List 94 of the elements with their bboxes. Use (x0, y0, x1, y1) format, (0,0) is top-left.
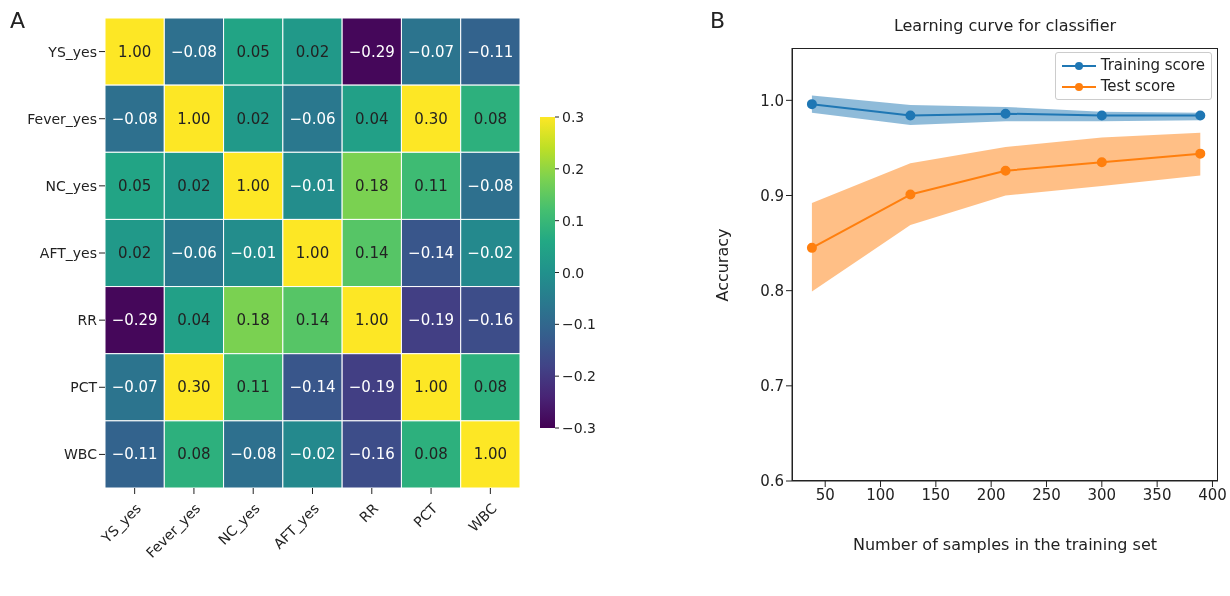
y-tick-label: 1.0 (760, 91, 784, 110)
data-label: −0.01 (230, 244, 277, 262)
color-bar-label: −0.2 (562, 368, 596, 385)
data-label: 0.18 (236, 311, 270, 330)
color-bar-label: 0.0 (562, 264, 585, 281)
data-label: 0.14 (355, 244, 389, 262)
x-tick-label: RR (356, 499, 382, 526)
x-tick-label: 50 (815, 485, 835, 504)
data-label: −0.16 (348, 445, 395, 464)
data-label: 0.02 (295, 42, 330, 61)
data-label: −0.16 (467, 311, 514, 330)
data-label: −0.11 (111, 445, 158, 464)
color-bar-label: 0.1 (562, 212, 585, 229)
y-tick-label: NC_yes (45, 177, 97, 194)
y-tick-label: YS_yes (47, 43, 97, 60)
point (905, 110, 916, 121)
data-label: 0.04 (177, 311, 211, 330)
legend-label: Test score (1100, 76, 1176, 97)
y-tick-label: 0.6 (760, 472, 784, 491)
point (1195, 148, 1206, 159)
y-tick-label: WBC (64, 446, 98, 463)
data-label: −0.29 (111, 311, 158, 330)
data-label: 0.14 (295, 311, 330, 330)
data-label: −0.19 (408, 311, 455, 330)
data-label: −0.14 (289, 378, 336, 397)
data-label: 0.02 (236, 109, 270, 128)
text: B (710, 8, 726, 33)
x-tick-label: 300 (1087, 485, 1117, 504)
data-label: 0.18 (355, 176, 389, 195)
legend-label: Training score (1100, 55, 1205, 76)
point (905, 189, 916, 200)
data-label: 0.02 (177, 176, 211, 195)
data-label: 0.30 (414, 109, 448, 128)
x-tick-label: 250 (1032, 485, 1061, 504)
data-label: −0.06 (289, 109, 336, 128)
y-tick-label: PCT (70, 379, 98, 396)
data-label: −0.06 (170, 244, 217, 262)
point (806, 99, 817, 110)
color-bar-label: 0.3 (562, 109, 585, 125)
y-tick-label: AFT_yes (39, 244, 97, 261)
y-tick-label: 0.8 (760, 282, 784, 300)
data-label: 0.05 (236, 42, 270, 61)
data-label: 0.08 (414, 445, 448, 464)
x-tick-label: 150 (921, 485, 951, 504)
data-label: 0.11 (236, 378, 270, 397)
data-label: −0.01 (289, 176, 336, 195)
data-label: 1.00 (236, 176, 270, 195)
data-label: 1.00 (473, 445, 508, 464)
x-tick-label: 400 (1198, 485, 1227, 504)
point (1096, 157, 1107, 168)
data-label: −0.08 (170, 42, 217, 61)
data-label: −0.14 (408, 244, 455, 262)
point (806, 242, 817, 253)
data-label: 1.00 (414, 378, 448, 397)
data-label: 0.11 (414, 176, 448, 195)
x-tick-label: 350 (1142, 485, 1172, 504)
color-bar-label: −0.3 (562, 420, 596, 436)
y-tick-label: RR (77, 312, 98, 329)
data-label: −0.07 (408, 42, 455, 61)
data-label: −0.02 (467, 244, 514, 262)
point (1000, 165, 1011, 176)
y-axis-title: Accuracy (712, 227, 732, 302)
y-tick-label: Fever_yes (27, 110, 97, 127)
data-label: 0.30 (177, 378, 211, 397)
point (1096, 110, 1107, 121)
data-label: 1.00 (295, 244, 330, 262)
data-label: −0.19 (348, 378, 395, 397)
point (1000, 108, 1011, 119)
y-tick-label: 0.7 (760, 377, 784, 396)
chart-title: Learning curve for classifier (892, 16, 1118, 35)
data-label: 0.02 (117, 244, 152, 262)
x-axis-title: Number of samples in the training set (852, 535, 1158, 554)
point (1195, 110, 1206, 121)
data-label: 0.08 (473, 378, 508, 397)
data-label: 0.08 (473, 109, 508, 128)
data-label: −0.11 (467, 42, 514, 61)
data-label: −0.02 (289, 445, 336, 464)
data-label: −0.08 (111, 109, 158, 128)
data-label: 0.08 (177, 445, 211, 464)
text: A (10, 8, 26, 33)
y-tick-label: 0.9 (760, 186, 784, 205)
data-label: −0.07 (111, 378, 158, 397)
x-tick-label: 200 (976, 485, 1006, 504)
color-bar-label: 0.2 (562, 160, 585, 177)
data-label: 1.00 (177, 109, 211, 128)
data-label: −0.29 (348, 42, 395, 61)
data-label: 0.05 (117, 176, 152, 195)
data-label: 0.04 (355, 109, 389, 128)
data-label: 1.00 (355, 311, 389, 330)
x-tick-label: 100 (866, 485, 895, 504)
data-label: −0.08 (467, 176, 514, 195)
data-label: −0.08 (230, 445, 277, 464)
data-label: 1.00 (117, 42, 152, 61)
color-bar-label: −0.1 (562, 316, 596, 333)
